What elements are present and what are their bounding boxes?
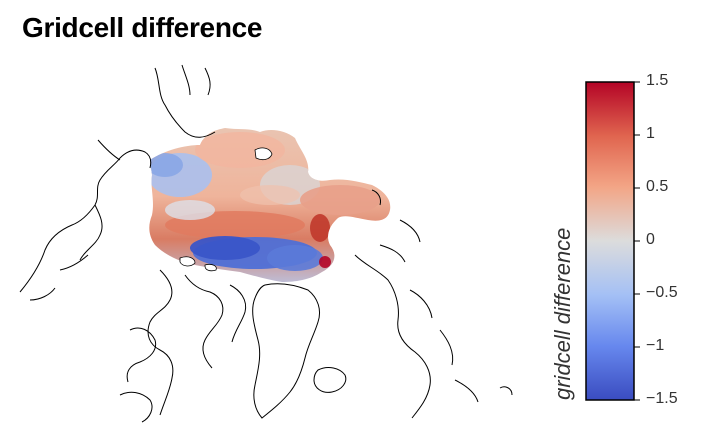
anomaly-field <box>149 128 391 282</box>
colorbar-ticks <box>634 81 640 401</box>
map-title: Gridcell difference <box>22 12 263 43</box>
iceland-coast <box>313 367 347 393</box>
colorbar-tick-label: −1 <box>646 337 665 354</box>
colorbar-tick-label: −0.5 <box>646 284 678 301</box>
canadian-archipelago <box>147 269 174 416</box>
colorbar-gradient <box>585 81 635 401</box>
colorbar-tick-label: 1.5 <box>646 72 669 89</box>
scandinavia-coast <box>354 254 431 419</box>
north-america-coast <box>19 149 152 293</box>
colorbar <box>585 81 640 401</box>
colorbar-tick-label: −1.5 <box>646 390 678 407</box>
colorbar-tick-label: 0.5 <box>646 178 669 195</box>
colorbar-axis-label: gridcell difference <box>550 227 575 400</box>
eurasia-coast <box>154 67 216 138</box>
greenland-coast <box>252 283 321 419</box>
colorbar-tick-label: 1 <box>646 125 655 142</box>
colorbar-tick-label: 0 <box>646 231 655 248</box>
arctic-map <box>19 64 513 423</box>
coastlines <box>19 64 513 423</box>
